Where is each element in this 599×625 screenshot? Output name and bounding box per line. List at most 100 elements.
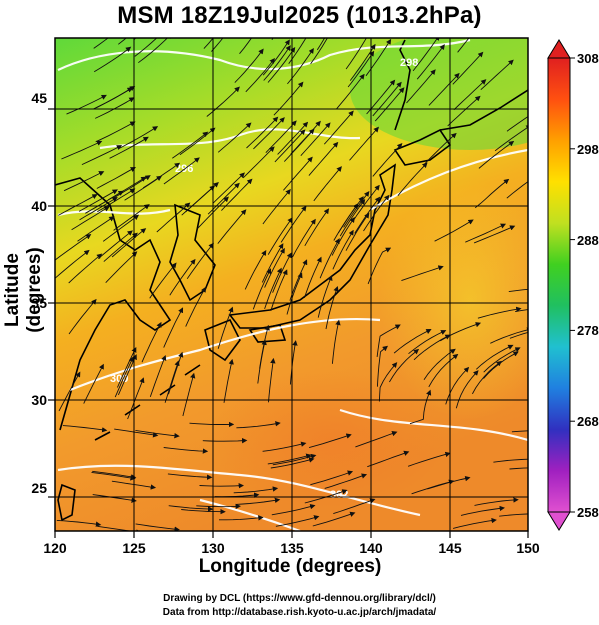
streamline — [156, 202, 191, 233]
streamline — [275, 515, 320, 527]
streamline — [58, 194, 98, 216]
streamline — [465, 223, 507, 243]
streamline — [313, 166, 342, 202]
streamline — [389, 348, 420, 383]
streamline — [268, 357, 276, 403]
streamline — [93, 87, 133, 110]
streamline — [262, 441, 307, 452]
streamline — [168, 505, 214, 512]
streamline — [407, 451, 451, 467]
streamline — [63, 171, 105, 192]
streamline — [317, 275, 333, 318]
streamline — [66, 94, 107, 115]
streamline — [219, 515, 264, 521]
streamline — [347, 50, 375, 88]
streamline — [119, 126, 159, 149]
streamline — [452, 517, 497, 529]
streamline — [365, 38, 392, 77]
x-tick-label: 120 — [43, 540, 67, 556]
streamline — [261, 243, 284, 283]
streamline — [397, 162, 428, 196]
credit-data: Data from http://database.rish.kyoto-u.a… — [162, 607, 437, 618]
streamline — [111, 228, 147, 258]
streamline — [493, 458, 528, 463]
streamline — [109, 136, 149, 159]
colorbar-ticks — [570, 57, 575, 513]
streamline — [114, 356, 134, 398]
streamline — [81, 145, 123, 166]
x-axis-label: Longitude (degrees) — [198, 556, 382, 577]
colorbar-tick-label: 268 — [577, 414, 599, 429]
streamline — [135, 523, 180, 531]
colorbar-tick-label: 278 — [577, 323, 599, 338]
yellow-patch — [380, 180, 528, 420]
colorbar-bottom-arrow — [547, 511, 571, 531]
streamline — [253, 117, 285, 150]
streamline — [480, 59, 514, 91]
streamline — [206, 86, 240, 117]
streamline — [393, 329, 432, 354]
streamline — [331, 217, 355, 256]
streamline — [58, 371, 81, 412]
streamline — [55, 234, 92, 261]
contour-label: 298 — [400, 57, 418, 69]
kuril-coast — [439, 89, 528, 131]
streamline — [428, 353, 459, 388]
streamline — [312, 511, 356, 527]
streamline — [406, 69, 436, 104]
streamline — [257, 339, 267, 384]
streamline — [163, 447, 209, 454]
streamline — [319, 238, 340, 279]
streamline — [149, 262, 177, 299]
streamline — [423, 348, 456, 380]
streamline — [338, 196, 364, 234]
streamline — [272, 453, 317, 466]
streamline — [138, 38, 173, 64]
streamline — [235, 497, 281, 505]
streamline — [300, 122, 331, 157]
streamline — [172, 131, 209, 159]
streamline — [114, 428, 159, 438]
streamline — [242, 146, 275, 179]
land-masses — [55, 39, 528, 522]
streamline — [68, 298, 97, 335]
streamline — [239, 38, 253, 54]
streamline — [118, 38, 127, 45]
streamline — [270, 269, 288, 311]
y-axis-ticks — [48, 108, 55, 498]
streamline — [234, 48, 264, 83]
streamline — [105, 251, 138, 284]
streamline — [345, 212, 370, 251]
streamline — [515, 309, 528, 313]
streamline — [343, 191, 370, 228]
streamline — [95, 121, 136, 143]
streamline — [212, 172, 245, 204]
streamline — [288, 38, 307, 64]
streamline — [68, 253, 103, 284]
streamline — [134, 38, 158, 57]
streamline — [355, 431, 398, 448]
streamline — [511, 430, 528, 433]
streamline — [325, 285, 339, 330]
y-tick-labels: 25 30 35 40 45 — [31, 90, 47, 496]
streamline — [223, 358, 234, 403]
streamline — [336, 73, 365, 109]
x-tick-label: 125 — [122, 540, 146, 556]
streamline — [273, 81, 304, 116]
plot-area: 296 298 300 302 — [55, 38, 528, 531]
colorbar-tick-label: 308 — [577, 51, 599, 66]
streamline — [372, 81, 402, 117]
streamline — [133, 38, 137, 40]
streamline — [181, 508, 226, 515]
x-tick-labels: 120 125 130 135 140 145 150 — [43, 540, 540, 556]
streamline — [345, 38, 367, 70]
streamline — [508, 288, 528, 293]
streamline — [262, 189, 291, 225]
streamline — [310, 38, 328, 65]
streamline — [189, 421, 235, 428]
streamline — [61, 140, 103, 160]
honshu — [228, 163, 397, 329]
streamline — [349, 126, 379, 161]
streamline — [267, 217, 293, 255]
